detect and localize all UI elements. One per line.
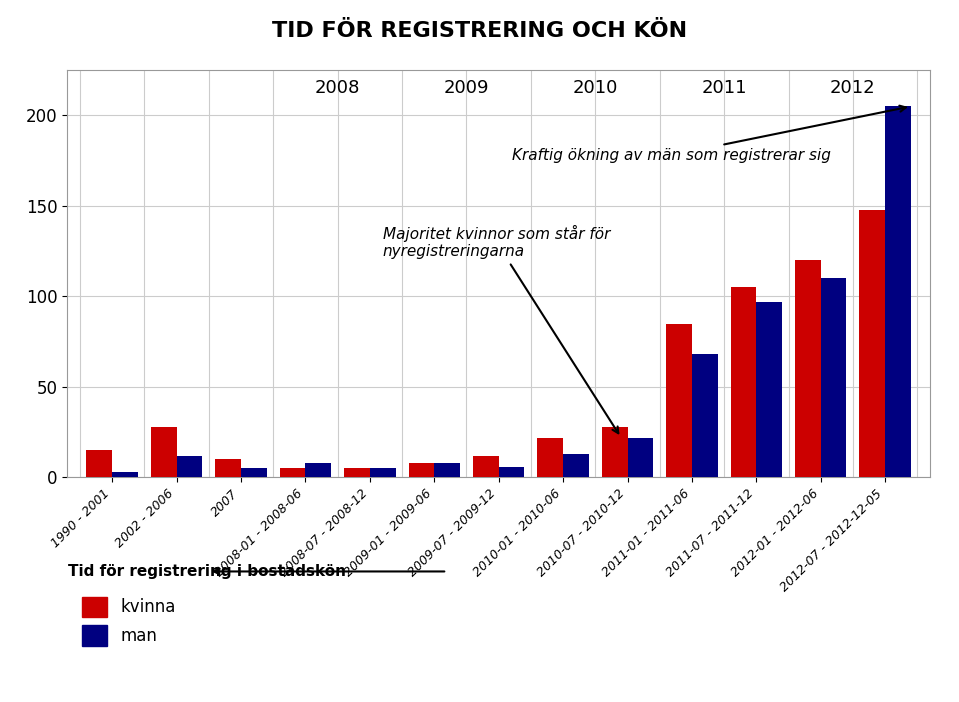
Bar bbox=[757, 302, 783, 477]
Bar bbox=[627, 437, 653, 477]
Text: 2009: 2009 bbox=[444, 79, 489, 98]
Text: Kraftig ökning av män som registrerar sig: Kraftig ökning av män som registrerar si… bbox=[511, 105, 906, 163]
Text: Tid för registrering i bostadskön: Tid för registrering i bostadskön bbox=[68, 564, 346, 579]
Bar bbox=[344, 468, 370, 477]
Bar bbox=[176, 456, 202, 477]
Bar bbox=[499, 467, 525, 477]
Bar bbox=[370, 468, 396, 477]
Bar bbox=[241, 468, 267, 477]
Bar bbox=[563, 453, 589, 477]
Bar bbox=[151, 427, 176, 477]
Bar bbox=[537, 437, 563, 477]
Bar bbox=[885, 107, 911, 477]
Bar bbox=[280, 468, 306, 477]
Bar bbox=[306, 463, 331, 477]
Bar bbox=[859, 209, 885, 477]
Bar bbox=[434, 463, 460, 477]
Bar bbox=[691, 355, 717, 477]
Text: TID FÖR REGISTRERING OCH KÖN: TID FÖR REGISTRERING OCH KÖN bbox=[272, 21, 687, 41]
Bar bbox=[601, 427, 627, 477]
Text: 2011: 2011 bbox=[701, 79, 747, 98]
Bar bbox=[795, 260, 821, 477]
Bar bbox=[821, 278, 847, 477]
Text: 2012: 2012 bbox=[830, 79, 876, 98]
Bar bbox=[473, 456, 499, 477]
Text: 2008: 2008 bbox=[315, 79, 361, 98]
Bar bbox=[731, 287, 757, 477]
Bar bbox=[86, 450, 112, 477]
Bar bbox=[409, 463, 434, 477]
Bar bbox=[215, 459, 241, 477]
Text: 2010: 2010 bbox=[573, 79, 618, 98]
Bar bbox=[112, 472, 138, 477]
Legend: kvinna, man: kvinna, man bbox=[76, 590, 182, 652]
Text: Majoritet kvinnor som står för
nyregistreringarna: Majoritet kvinnor som står för nyregistr… bbox=[383, 225, 619, 433]
Bar bbox=[667, 324, 691, 477]
